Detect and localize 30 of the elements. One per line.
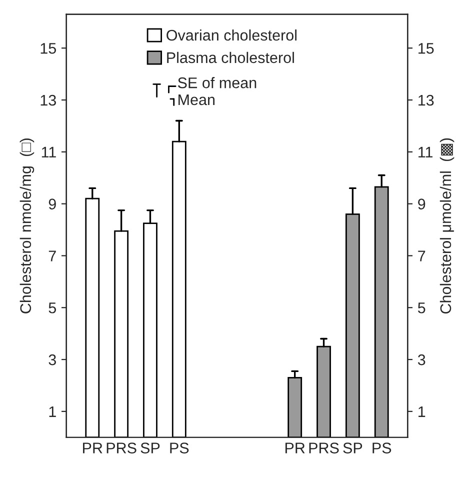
y-tick-label: 9	[48, 198, 56, 210]
y2-tick-label: 5	[418, 302, 426, 314]
y2-tick-label: 9	[418, 198, 426, 210]
y2-tick-label: 11	[418, 146, 432, 158]
y-tick-label: 15	[40, 43, 56, 54]
y2-tick-label: 3	[418, 354, 426, 366]
x-tick-label: PR	[285, 442, 305, 454]
annotation: Mean	[178, 94, 214, 106]
y-tick-label: 13	[40, 94, 56, 106]
x-tick-label: PRS	[309, 442, 339, 454]
y-tick-label: 7	[48, 250, 56, 262]
y-tick-label: 3	[48, 354, 56, 366]
x-tick-label: PS	[170, 442, 189, 454]
x-tick-label: PRS	[106, 442, 136, 454]
y-axis-title: Cholesterol nmole/mg (□)	[20, 138, 34, 314]
y2-tick-label: 15	[418, 43, 434, 54]
x-tick-label: SP	[140, 442, 160, 454]
x-tick-label: PR	[83, 442, 102, 454]
y2-tick-label: 1	[418, 406, 426, 417]
y-tick-label: 1	[49, 406, 56, 417]
y-tick-label: 11	[42, 146, 56, 158]
x-tick-label: PS	[372, 442, 392, 454]
y2-axis-title: Cholesterol μmole/ml (▩)	[440, 138, 454, 314]
legend-label: Plasma cholesterol	[167, 52, 294, 64]
y-tick-label: 5	[48, 302, 56, 314]
x-tick-label: SP	[343, 442, 362, 454]
legend-label: Ovarian cholesterol	[166, 29, 296, 41]
y2-tick-label: 13	[418, 94, 434, 106]
annotation: SE of mean	[178, 77, 256, 88]
y2-tick-label: 7	[418, 250, 426, 262]
